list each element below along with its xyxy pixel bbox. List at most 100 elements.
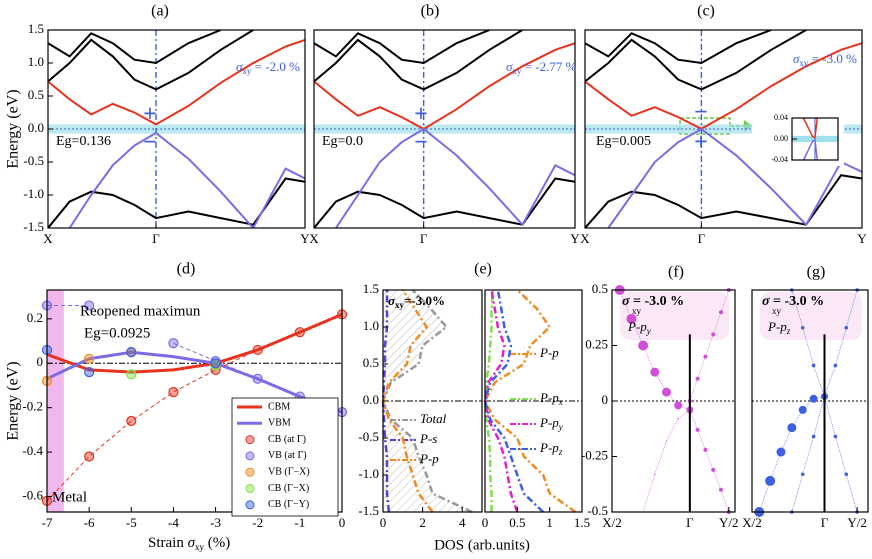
- orbital-label-part: y: [646, 326, 651, 336]
- y-tick-label: 0.5: [28, 87, 44, 102]
- y-tick-label: -0.4: [22, 443, 43, 458]
- y-tick-label: 0.25: [585, 336, 608, 351]
- x-axis-label: Strain σxy (%): [148, 535, 230, 552]
- plot-frame: [751, 289, 869, 513]
- legend-label: P-p: [539, 345, 559, 360]
- marker: [126, 347, 137, 358]
- y-tick-label: 0: [602, 392, 609, 407]
- strain-sub: xy: [632, 306, 642, 316]
- legend-box: [231, 397, 339, 517]
- legend-label: CBM: [268, 401, 290, 412]
- fat-dot: [833, 363, 838, 368]
- marker: [294, 327, 305, 338]
- data-line: [607, 127, 862, 228]
- x-tick-label: 2: [419, 515, 426, 530]
- strain-label-part: xy: [512, 66, 522, 76]
- fat-dot: [765, 475, 776, 486]
- y-tick-label: -1.0: [23, 186, 44, 201]
- x-tick-label: -5: [126, 515, 137, 530]
- fat-dot: [711, 332, 716, 337]
- fat-dot: [833, 434, 838, 439]
- label-bg: [760, 292, 862, 340]
- annotation: Reopened maximun: [80, 303, 201, 319]
- lower-sign: −: [143, 130, 157, 156]
- y-tick-label: 0.0: [28, 120, 44, 135]
- y-tick-label: 0.5: [592, 281, 608, 296]
- y-tick-label: -0.5: [587, 503, 608, 518]
- x-axis-label: DOS (arb.units): [434, 537, 530, 553]
- strain-label: σ = -3.0 %: [622, 294, 684, 309]
- fat-dot: [654, 473, 656, 475]
- x-tick-label: Γ: [420, 231, 428, 246]
- strain-label-part: xy: [395, 300, 405, 310]
- data-line: [48, 30, 254, 91]
- panel-label: (c): [697, 3, 715, 20]
- strain-label-part: σ: [506, 59, 513, 74]
- strain-label: σxy=-3.0%: [388, 293, 445, 310]
- strain-label-part: = -3.0 %: [808, 51, 857, 66]
- data-line: [46, 313, 343, 502]
- x-axis-label-part: Strain: [148, 535, 188, 551]
- y-tick-label: 1.5: [363, 281, 379, 296]
- y-tick-label: 1.0: [363, 318, 379, 333]
- legend-label-part: P-p: [419, 451, 439, 466]
- x-axis-label-part: (%): [204, 535, 230, 551]
- fat-dot: [800, 325, 805, 330]
- plot-frame: [313, 29, 576, 229]
- gap-label: Eg=0.136: [56, 134, 111, 149]
- x-tick-label: Y/2: [847, 515, 867, 530]
- x-tick-label: Y: [570, 231, 580, 246]
- fat-dot: [638, 340, 649, 351]
- legend-label-sub: x: [558, 397, 563, 407]
- x-tick-label: -2: [252, 515, 263, 530]
- legend-label: P-s: [419, 431, 437, 446]
- plot-frame: [484, 289, 583, 513]
- legend-label: VBM: [268, 418, 291, 429]
- strain-label-part: = -2.0 %: [251, 59, 300, 74]
- y-tick-label: 0.2: [27, 310, 43, 325]
- x-tick-label: X: [43, 231, 53, 246]
- legend-marker: [245, 500, 255, 510]
- strain-label: σxy = -2.77 %: [506, 59, 577, 76]
- strain-label-part: =-3.0%: [404, 293, 445, 308]
- legend-marker: [245, 484, 255, 493]
- strain-label: σxy = -3.0 %: [793, 51, 857, 68]
- x-tick-label: X/2: [602, 515, 622, 530]
- strain-label-part: σ: [793, 51, 800, 66]
- data-line: [68, 131, 305, 228]
- legend-label: P-pz: [539, 440, 563, 457]
- x-tick-label: Y/2: [719, 515, 739, 530]
- strain-label-part: σ: [762, 294, 770, 309]
- y-tick-label: 0.00: [774, 134, 788, 143]
- lower-sign: −: [414, 130, 428, 156]
- gap-highlight: [585, 124, 862, 134]
- x-tick-label: -4: [168, 515, 179, 530]
- legend-marker: [245, 467, 255, 477]
- label-bg: [620, 292, 729, 340]
- strain-label: σxy = -2.0 %: [236, 59, 300, 76]
- y-tick-label: -0.2: [22, 399, 43, 414]
- legend-label-part: Total: [420, 411, 447, 426]
- legend-label-part: P-p: [539, 440, 559, 455]
- data-line: [48, 38, 305, 126]
- strain-label-part: = -3.0 %: [770, 294, 825, 309]
- x-tick-label: 0: [482, 515, 489, 530]
- fat-dot: [661, 387, 671, 397]
- legend-label: P-py: [539, 415, 563, 432]
- panel-label: (b): [421, 3, 440, 20]
- y-tick-label: -0.5: [358, 429, 379, 444]
- fat-dot: [718, 310, 723, 315]
- data-line: [689, 409, 730, 513]
- marker: [84, 353, 95, 364]
- fat-dot: [811, 363, 816, 368]
- y-tick-label: -0.25: [581, 447, 608, 462]
- panel-label: (a): [151, 3, 169, 20]
- data-line: [335, 127, 575, 228]
- fat-dot: [695, 427, 700, 432]
- fat-dot: [811, 434, 816, 439]
- data-line: [585, 30, 807, 91]
- x-tick-label: 0.5: [509, 515, 525, 530]
- data-line: [314, 177, 575, 228]
- strain-label-part: = -3.0 %: [630, 294, 685, 309]
